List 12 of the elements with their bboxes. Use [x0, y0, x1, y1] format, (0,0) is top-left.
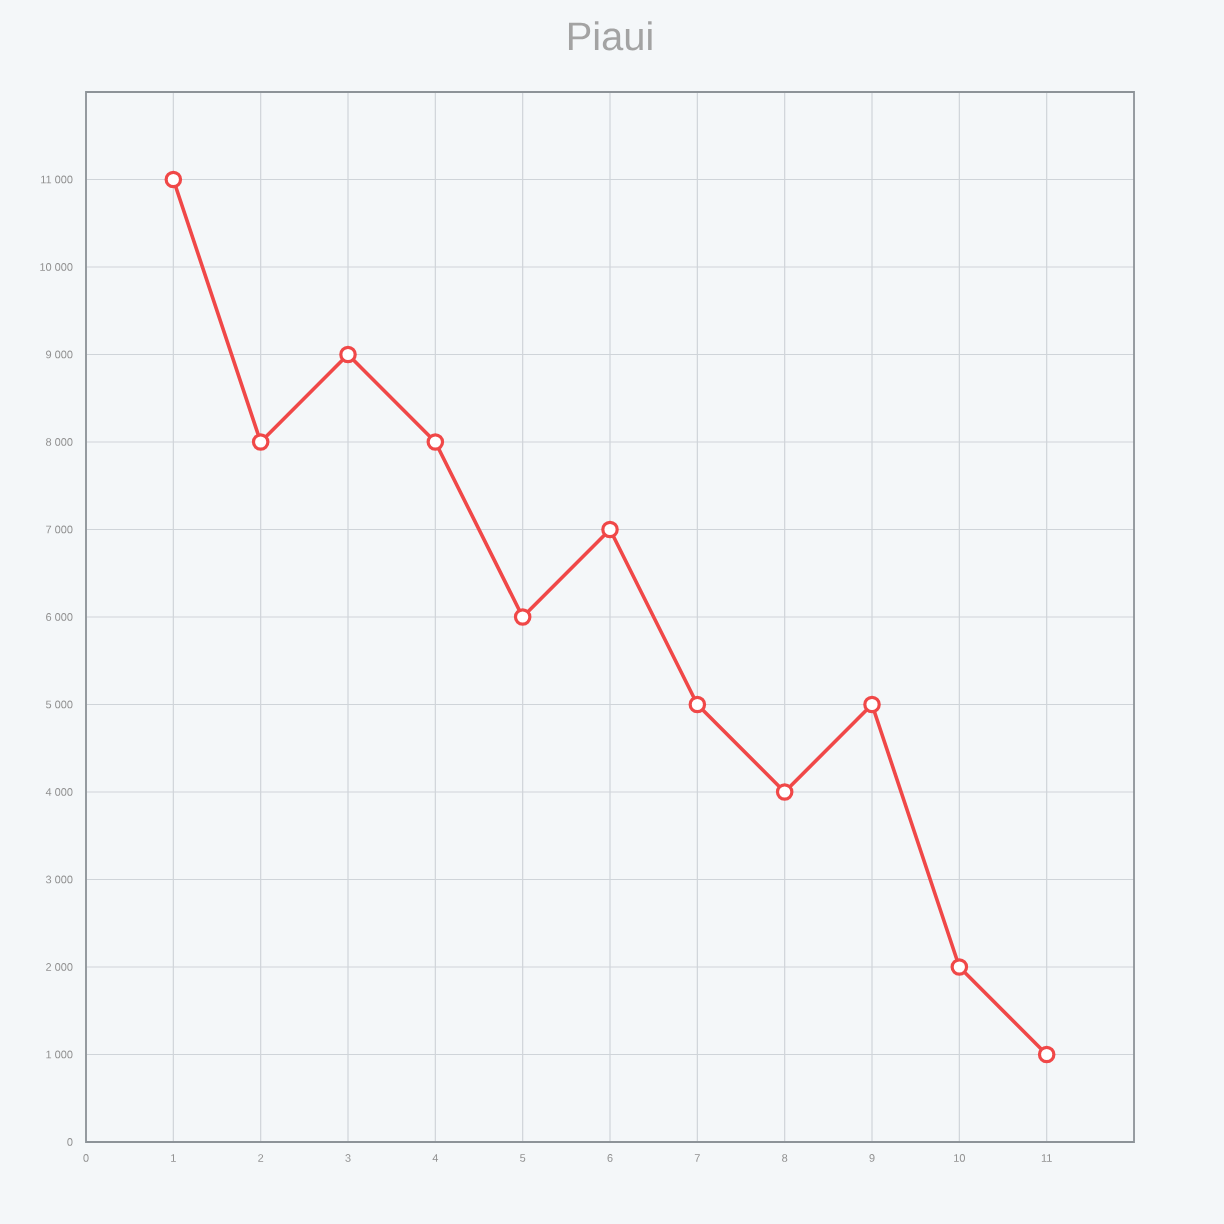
point	[426, 433, 445, 451]
point	[251, 433, 270, 451]
point	[601, 520, 619, 539]
chart-title: Piaui	[568, 21, 652, 51]
point	[513, 608, 532, 626]
point	[775, 783, 794, 801]
point	[339, 345, 357, 364]
point	[950, 958, 969, 976]
point	[164, 170, 183, 189]
point	[688, 695, 707, 714]
point	[863, 695, 881, 714]
point	[1037, 1045, 1056, 1064]
